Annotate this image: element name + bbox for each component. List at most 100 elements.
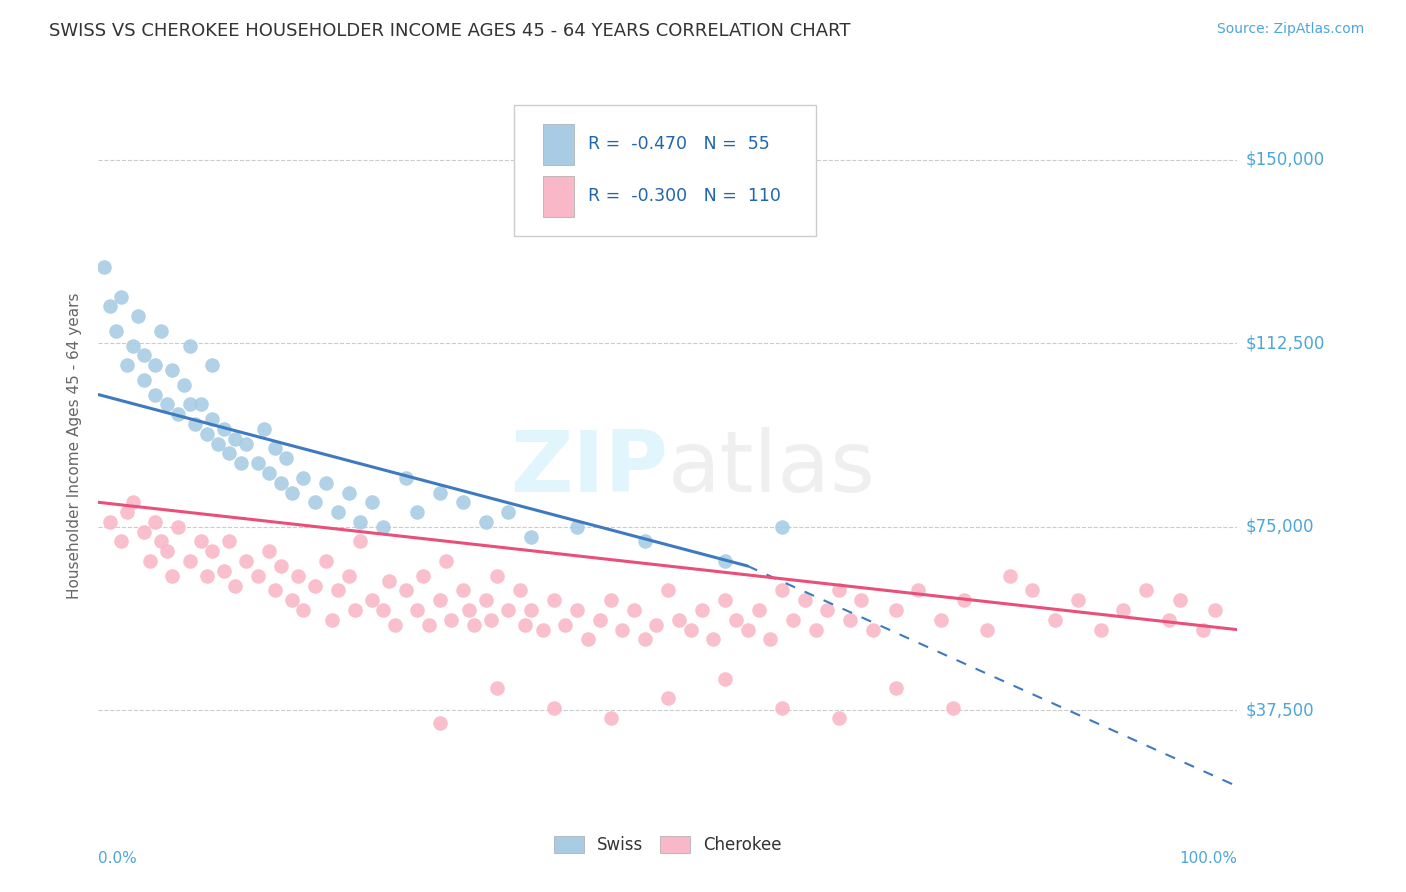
Point <box>406 603 429 617</box>
Text: SWISS VS CHEROKEE HOUSEHOLDER INCOME AGES 45 - 64 YEARS CORRELATION CHART: SWISS VS CHEROKEE HOUSEHOLDER INCOME AGE… <box>49 22 851 40</box>
Point <box>515 617 537 632</box>
Point <box>1021 583 1043 598</box>
Point <box>127 310 149 324</box>
Point <box>378 574 401 588</box>
Point <box>474 515 496 529</box>
Point <box>793 593 815 607</box>
Point <box>246 568 269 582</box>
Point <box>326 583 349 598</box>
Point <box>440 613 463 627</box>
Point <box>132 348 155 362</box>
Point <box>252 422 274 436</box>
Point <box>270 559 292 574</box>
Point <box>737 623 759 637</box>
Point <box>212 564 235 578</box>
FancyBboxPatch shape <box>515 105 815 236</box>
Point <box>474 593 496 607</box>
Point <box>770 701 793 715</box>
Point <box>839 613 862 627</box>
Point <box>657 583 679 598</box>
Point <box>520 603 543 617</box>
Point <box>531 623 554 637</box>
Text: $150,000: $150,000 <box>1246 151 1324 169</box>
Point <box>884 681 907 696</box>
Point <box>115 505 138 519</box>
Point <box>264 442 287 456</box>
Point <box>1192 623 1215 637</box>
Y-axis label: Householder Income Ages 45 - 64 years: Householder Income Ages 45 - 64 years <box>67 293 83 599</box>
Point <box>623 603 645 617</box>
Point <box>110 290 132 304</box>
Point <box>132 373 155 387</box>
Point <box>292 471 315 485</box>
Point <box>93 260 115 275</box>
Point <box>190 534 212 549</box>
Point <box>349 515 371 529</box>
Point <box>395 583 418 598</box>
Point <box>645 617 668 632</box>
Point <box>235 436 257 450</box>
Point <box>451 495 474 509</box>
Point <box>167 520 190 534</box>
Point <box>145 387 167 401</box>
Point <box>184 417 207 431</box>
Point <box>486 681 509 696</box>
Text: $37,500: $37,500 <box>1246 701 1315 720</box>
Point <box>264 583 287 598</box>
Point <box>406 505 429 519</box>
Text: Source: ZipAtlas.com: Source: ZipAtlas.com <box>1216 22 1364 37</box>
Point <box>326 505 349 519</box>
Point <box>360 495 382 509</box>
Point <box>1090 623 1112 637</box>
Point <box>634 632 657 647</box>
Point <box>815 603 838 617</box>
Point <box>321 613 343 627</box>
Point <box>195 426 218 441</box>
Point <box>132 524 155 539</box>
Point <box>150 534 173 549</box>
Point <box>167 407 190 421</box>
Point <box>1043 613 1066 627</box>
Text: $112,500: $112,500 <box>1246 334 1324 352</box>
Point <box>201 544 224 558</box>
Point <box>162 363 184 377</box>
Point <box>224 432 246 446</box>
Point <box>98 515 121 529</box>
Point <box>543 701 565 715</box>
Point <box>851 593 873 607</box>
Point <box>138 554 160 568</box>
Point <box>828 711 851 725</box>
Point <box>179 554 201 568</box>
Text: R =  -0.300   N =  110: R = -0.300 N = 110 <box>588 187 780 205</box>
Point <box>229 456 252 470</box>
Point <box>612 623 634 637</box>
Point <box>287 568 309 582</box>
Point <box>412 568 434 582</box>
Point <box>207 436 229 450</box>
FancyBboxPatch shape <box>543 176 575 217</box>
Point <box>429 593 451 607</box>
Point <box>576 632 599 647</box>
Point <box>463 617 485 632</box>
FancyBboxPatch shape <box>543 124 575 165</box>
Point <box>162 568 184 582</box>
Point <box>690 603 713 617</box>
Point <box>543 593 565 607</box>
Point <box>190 397 212 411</box>
Point <box>259 544 281 558</box>
Point <box>201 358 224 372</box>
Text: atlas: atlas <box>668 427 876 510</box>
Point <box>218 534 240 549</box>
Point <box>429 485 451 500</box>
Point <box>679 623 702 637</box>
Point <box>486 568 509 582</box>
Point <box>121 495 143 509</box>
Point <box>281 485 304 500</box>
Point <box>907 583 929 598</box>
Point <box>714 672 737 686</box>
Point <box>212 422 235 436</box>
Point <box>349 534 371 549</box>
Point <box>304 495 326 509</box>
Point <box>702 632 724 647</box>
Point <box>1067 593 1090 607</box>
